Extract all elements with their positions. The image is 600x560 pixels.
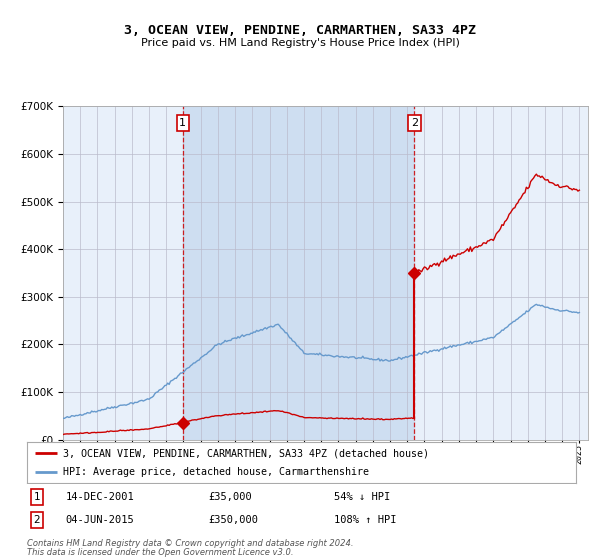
Text: 2: 2 (411, 118, 418, 128)
Text: 1: 1 (34, 492, 40, 502)
Text: Price paid vs. HM Land Registry's House Price Index (HPI): Price paid vs. HM Land Registry's House … (140, 38, 460, 48)
Text: This data is licensed under the Open Government Licence v3.0.: This data is licensed under the Open Gov… (27, 548, 293, 557)
Text: 14-DEC-2001: 14-DEC-2001 (65, 492, 134, 502)
Text: 1: 1 (179, 118, 187, 128)
Bar (183, 106, 415, 440)
Text: Contains HM Land Registry data © Crown copyright and database right 2024.: Contains HM Land Registry data © Crown c… (27, 539, 353, 548)
Text: 3, OCEAN VIEW, PENDINE, CARMARTHEN, SA33 4PZ (detached house): 3, OCEAN VIEW, PENDINE, CARMARTHEN, SA33… (62, 449, 428, 458)
Text: 108% ↑ HPI: 108% ↑ HPI (334, 515, 397, 525)
Text: 2: 2 (34, 515, 40, 525)
Text: 54% ↓ HPI: 54% ↓ HPI (334, 492, 391, 502)
Text: £35,000: £35,000 (208, 492, 252, 502)
Text: HPI: Average price, detached house, Carmarthenshire: HPI: Average price, detached house, Carm… (62, 467, 368, 477)
Text: 04-JUN-2015: 04-JUN-2015 (65, 515, 134, 525)
Text: 3, OCEAN VIEW, PENDINE, CARMARTHEN, SA33 4PZ: 3, OCEAN VIEW, PENDINE, CARMARTHEN, SA33… (124, 24, 476, 36)
Text: £350,000: £350,000 (208, 515, 258, 525)
